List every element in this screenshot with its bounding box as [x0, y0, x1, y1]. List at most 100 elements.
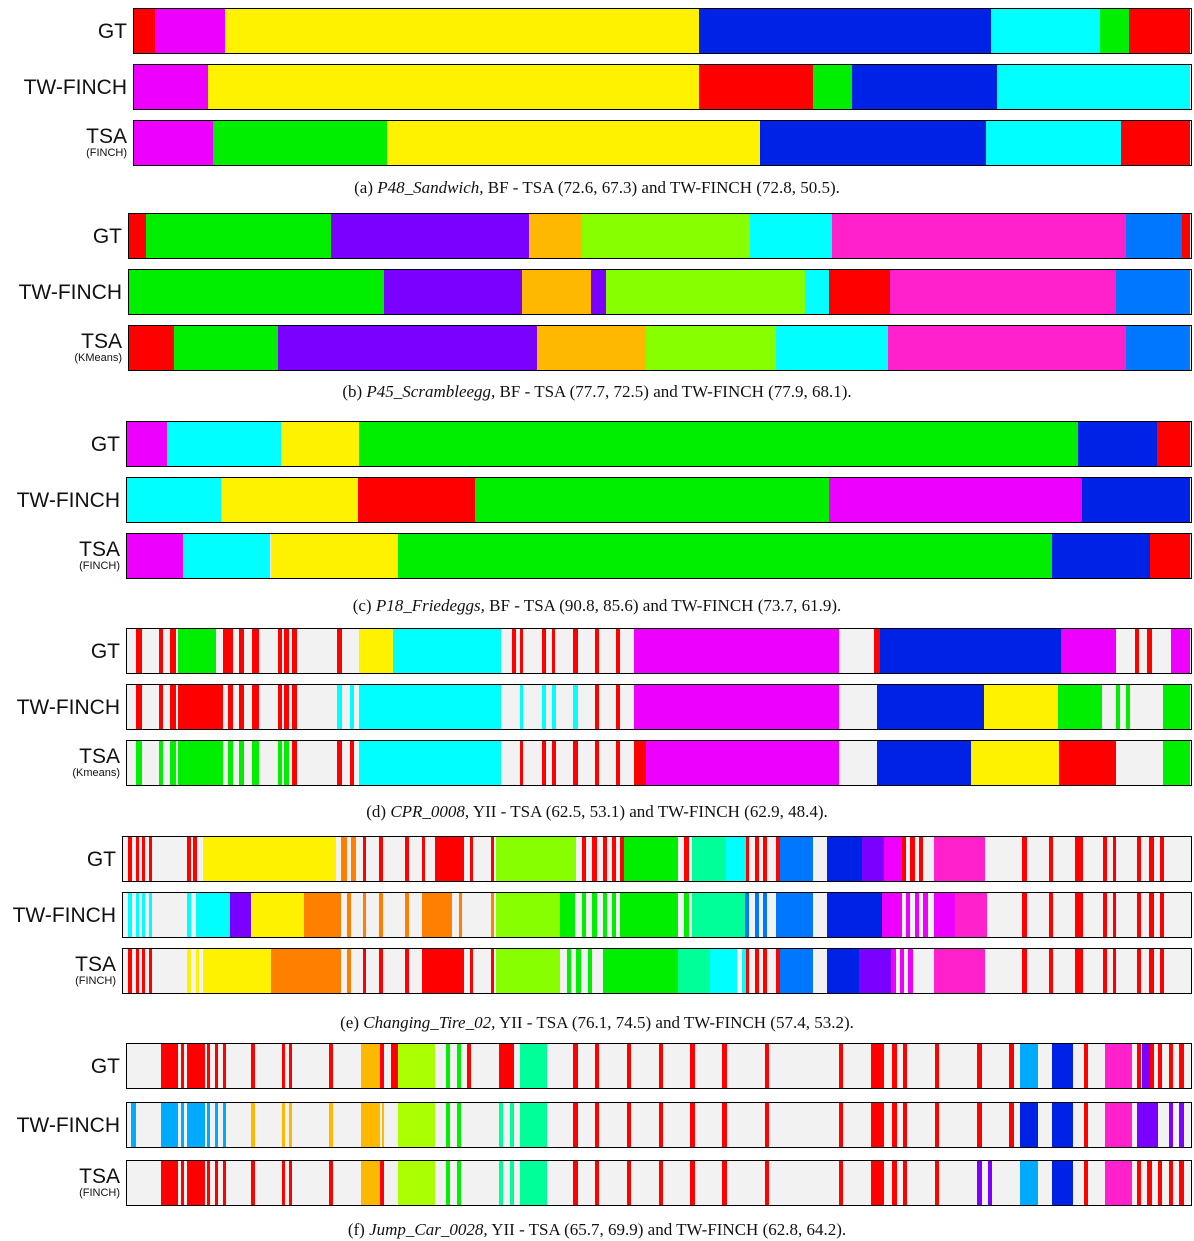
action-segment [363, 837, 367, 881]
caption-scores: BF - TSA (77.7, 72.5) and TW-FINCH (77.9… [499, 382, 852, 401]
action-segment [1128, 9, 1190, 53]
action-segment [206, 1161, 210, 1205]
action-segment [282, 1103, 286, 1147]
caption-prefix: (e) [340, 1013, 359, 1032]
action-segment [560, 893, 576, 937]
action-segment [1115, 270, 1190, 314]
action-segment [491, 893, 495, 937]
action-segment [499, 1044, 514, 1088]
action-segment [499, 1103, 504, 1147]
action-segment [1126, 685, 1131, 729]
action-segment [238, 629, 244, 673]
action-segment [749, 214, 833, 258]
action-segment [986, 121, 1122, 165]
row-label-main: TW-FINCH [18, 281, 122, 304]
action-segment [227, 741, 234, 785]
action-segment [360, 1161, 380, 1205]
action-segment [677, 949, 710, 993]
action-segment [874, 629, 880, 673]
action-segment [573, 1161, 578, 1205]
panel-caption: (a) P48_Sandwich, BF - TSA (72.6, 67.3) … [0, 178, 1194, 198]
row-label-main: GT [92, 225, 122, 248]
action-segment [398, 1103, 436, 1147]
action-segment [908, 949, 913, 993]
action-segment [1136, 837, 1141, 881]
action-segment [183, 534, 271, 578]
action-segment [445, 1161, 451, 1205]
action-segment [827, 837, 863, 881]
action-segment [971, 741, 1060, 785]
action-segment [134, 121, 214, 165]
action-segment [251, 1103, 255, 1147]
action-segment [145, 214, 331, 258]
action-segment [709, 949, 737, 993]
action-segment [745, 893, 750, 937]
action-segment [877, 685, 984, 729]
action-segment [566, 949, 572, 993]
action-segment [392, 629, 502, 673]
row-label: TW-FINCH [2, 490, 120, 511]
action-segment [1102, 893, 1107, 937]
action-segment [474, 478, 829, 522]
caption-video-name: P48_Sandwich, [377, 178, 484, 197]
action-segment [690, 1044, 695, 1088]
segmentation-bar [128, 325, 1192, 371]
action-segment [1104, 1103, 1132, 1147]
action-segment [398, 534, 1052, 578]
action-segment [158, 741, 164, 785]
action-segment [404, 837, 409, 881]
action-segment [1147, 1161, 1152, 1205]
action-segment [134, 9, 156, 53]
action-segment [404, 949, 409, 993]
action-segment [337, 685, 342, 729]
action-segment [901, 837, 907, 881]
caption-scores: BF - TSA (72.6, 67.3) and TW-FINCH (72.8… [487, 178, 840, 197]
action-segment [186, 1161, 205, 1205]
caption-scores: YII - TSA (65.7, 69.9) and TW-FINCH (62.… [491, 1220, 847, 1239]
action-segment [658, 1103, 663, 1147]
action-segment [337, 629, 342, 673]
action-segment [1100, 9, 1129, 53]
action-segment [955, 893, 988, 937]
action-segment [382, 1103, 385, 1147]
action-segment [746, 837, 750, 881]
action-segment [606, 270, 805, 314]
action-segment [776, 837, 781, 881]
action-segment [1149, 1044, 1154, 1088]
action-segment [698, 65, 813, 109]
action-segment [588, 949, 593, 993]
action-segment [1136, 1161, 1142, 1205]
action-segment [634, 629, 840, 673]
action-segment [615, 629, 621, 673]
action-segment [178, 629, 217, 673]
action-segment [892, 1044, 897, 1088]
action-segment [227, 685, 234, 729]
row-label-main: TSA [81, 330, 122, 353]
action-segment [828, 478, 1082, 522]
row-label: TSA (Kmeans) [2, 746, 120, 779]
action-segment [1163, 741, 1190, 785]
action-segment [1142, 1044, 1150, 1088]
action-segment [541, 629, 546, 673]
action-segment [763, 949, 768, 993]
action-segment [573, 1044, 578, 1088]
panel-caption: (e) Changing_Tire_02, YII - TSA (76.1, 7… [0, 1013, 1194, 1033]
action-segment [1051, 1161, 1074, 1205]
action-segment [129, 270, 384, 314]
action-segment [282, 1161, 286, 1205]
action-segment [977, 1103, 982, 1147]
action-segment [754, 893, 759, 937]
action-segment [421, 837, 425, 881]
action-segment [1181, 214, 1190, 258]
action-segment [277, 685, 283, 729]
action-segment [1147, 629, 1152, 673]
action-segment [1158, 1161, 1163, 1205]
action-segment [499, 1161, 504, 1205]
action-segment [933, 893, 956, 937]
action-segment [634, 741, 646, 785]
action-segment [357, 478, 475, 522]
action-segment [780, 837, 814, 881]
action-segment [592, 837, 597, 881]
segmentation-bar [126, 477, 1192, 523]
action-segment [1059, 741, 1116, 785]
